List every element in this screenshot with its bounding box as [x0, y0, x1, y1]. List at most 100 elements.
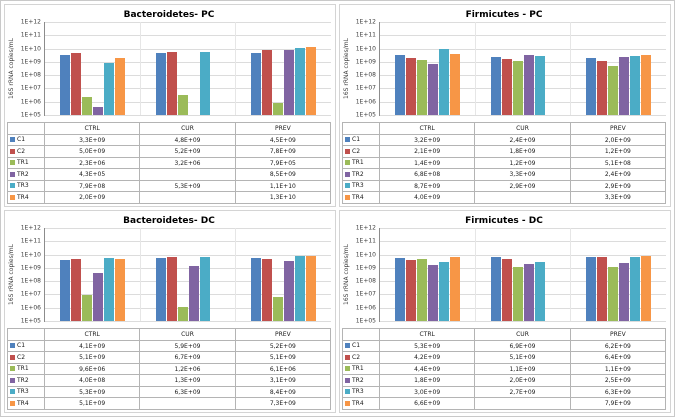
gridline — [45, 241, 331, 243]
bar-slot — [306, 22, 317, 115]
bar-tr2-prev — [284, 49, 295, 115]
table-value-c2-cur: 5,2E+09 — [140, 146, 236, 158]
table-value-tr3-ctrl: 5,3E+09 — [45, 386, 141, 398]
bar-slot — [490, 22, 501, 115]
y-tick-label: 1E+08 — [20, 277, 41, 285]
bar-c2-cur — [501, 58, 512, 115]
table-value-tr3-cur: 2,7E+09 — [475, 386, 571, 398]
y-tick-label: 1E+12 — [355, 18, 376, 26]
y-tick-label: 1E+10 — [355, 45, 376, 53]
table-value-c2-prev: 6,4E+09 — [570, 352, 666, 364]
bar-tr2-prev — [619, 262, 630, 321]
bar-slot — [295, 228, 306, 321]
bar-slot — [155, 228, 166, 321]
table-value-tr4-ctrl: 5,1E+09 — [45, 398, 141, 410]
bar-slot — [405, 228, 416, 321]
legend-swatch-tr2 — [10, 377, 15, 383]
series-row-label: TR1 — [8, 363, 45, 375]
table-value-tr2-cur: 1,3E+09 — [140, 375, 236, 387]
legend-swatch-c2 — [10, 354, 15, 360]
bar-slot — [166, 228, 177, 321]
y-tick-label: 1E+11 — [355, 237, 376, 245]
bar-group-prev — [571, 228, 666, 321]
bar-slot — [155, 22, 166, 115]
bar-slot — [59, 22, 70, 115]
series-row-label: TR2 — [8, 375, 45, 387]
table-value-tr3-cur: 5,3E+09 — [140, 180, 236, 192]
bar-tr4-ctrl — [449, 257, 460, 321]
gridline — [45, 254, 331, 256]
bar-slot — [427, 228, 438, 321]
bar-tr1-ctrl — [81, 96, 92, 115]
gridline — [380, 307, 666, 309]
y-tick-label: 1E+11 — [20, 31, 41, 39]
bar-tr1-prev — [608, 267, 619, 321]
category-label-cur: CUR — [475, 329, 571, 341]
series-row-label: TR4 — [8, 192, 45, 204]
bar-tr2-cur — [188, 266, 199, 321]
bar-tr4-ctrl — [114, 57, 125, 115]
legend-swatch-tr4 — [345, 194, 350, 200]
legend-swatch-c2 — [10, 148, 15, 154]
series-name: TR2 — [352, 170, 364, 178]
series-name: TR3 — [352, 182, 364, 190]
bar-tr3-cur — [199, 52, 210, 115]
bar-slot — [416, 22, 427, 115]
bar-c1-ctrl — [394, 55, 405, 115]
gridline — [380, 321, 666, 322]
y-tick-label: 1E+06 — [20, 304, 41, 312]
table-value-tr3-prev: 6,3E+09 — [570, 386, 666, 398]
series-name: C2 — [352, 353, 361, 361]
bar-slot — [630, 228, 641, 321]
bar-slot — [114, 22, 125, 115]
table-value-c2-prev: 7,8E+09 — [235, 146, 331, 158]
bar-group-ctrl — [380, 228, 476, 321]
chart-title: Bacteroidetes- DC — [123, 216, 215, 226]
table-value-c1-cur: 4,8E+09 — [140, 134, 236, 146]
table-value-c2-cur: 1,8E+09 — [475, 146, 571, 158]
series-row-label: TR3 — [343, 180, 380, 192]
bar-tr3-ctrl — [103, 63, 114, 115]
bar-tr3-prev — [295, 48, 306, 115]
bar-tr4-ctrl — [114, 258, 125, 321]
bar-slot — [284, 228, 295, 321]
table-value-c2-ctrl: 5,1E+09 — [45, 352, 141, 364]
series-name: C1 — [352, 342, 361, 350]
bar-group-cur — [141, 228, 237, 321]
y-tick-label: 1E+07 — [355, 290, 376, 298]
series-name: TR3 — [17, 388, 29, 396]
series-row-label: TR2 — [343, 169, 380, 181]
series-name: TR3 — [17, 182, 29, 190]
table-value-c2-ctrl: 2,1E+09 — [380, 146, 476, 158]
table-value-c1-prev: 5,2E+09 — [235, 340, 331, 352]
series-name: TR2 — [352, 376, 364, 384]
bar-tr4-prev — [641, 55, 652, 115]
chart-panel-3: Bacteroidetes- DC 16S rRNA copies/mL 1E+12… — [4, 210, 336, 413]
table-value-tr2-ctrl: 6,8E+08 — [380, 169, 476, 181]
legend-swatch-tr4 — [345, 400, 350, 406]
table-value-c1-prev: 6,2E+09 — [570, 340, 666, 352]
bar-slot — [70, 228, 81, 321]
plot-area — [44, 228, 331, 322]
table-value-tr4-cur — [475, 398, 571, 410]
chart-title: Firmicutes - DC — [465, 216, 543, 226]
gridline — [380, 115, 666, 116]
bar-tr2-ctrl — [427, 64, 438, 115]
bar-c1-prev — [251, 53, 262, 115]
legend-swatch-c1 — [10, 137, 15, 143]
bar-tr4-prev — [306, 47, 317, 115]
bar-slot — [262, 228, 273, 321]
bar-tr1-prev — [273, 103, 284, 115]
table-value-c2-ctrl: 4,2E+09 — [380, 352, 476, 364]
bar-group-ctrl — [380, 22, 476, 115]
data-table: CTRL CUR PREV C1 3,3E+09 4,8E+09 4,5E+09 C2 5,0E… — [7, 122, 331, 204]
y-tick-label: 1E+06 — [355, 304, 376, 312]
table-value-tr1-ctrl: 1,4E+09 — [380, 157, 476, 169]
bar-slot — [166, 22, 177, 115]
y-axis-title: 16S rRNA copies/mL — [8, 38, 15, 99]
bar-slot — [586, 228, 597, 321]
bar-slot — [177, 22, 188, 115]
y-tick-label: 1E+10 — [355, 251, 376, 259]
bar-c1-prev — [586, 57, 597, 115]
y-tick-label: 1E+06 — [20, 98, 41, 106]
